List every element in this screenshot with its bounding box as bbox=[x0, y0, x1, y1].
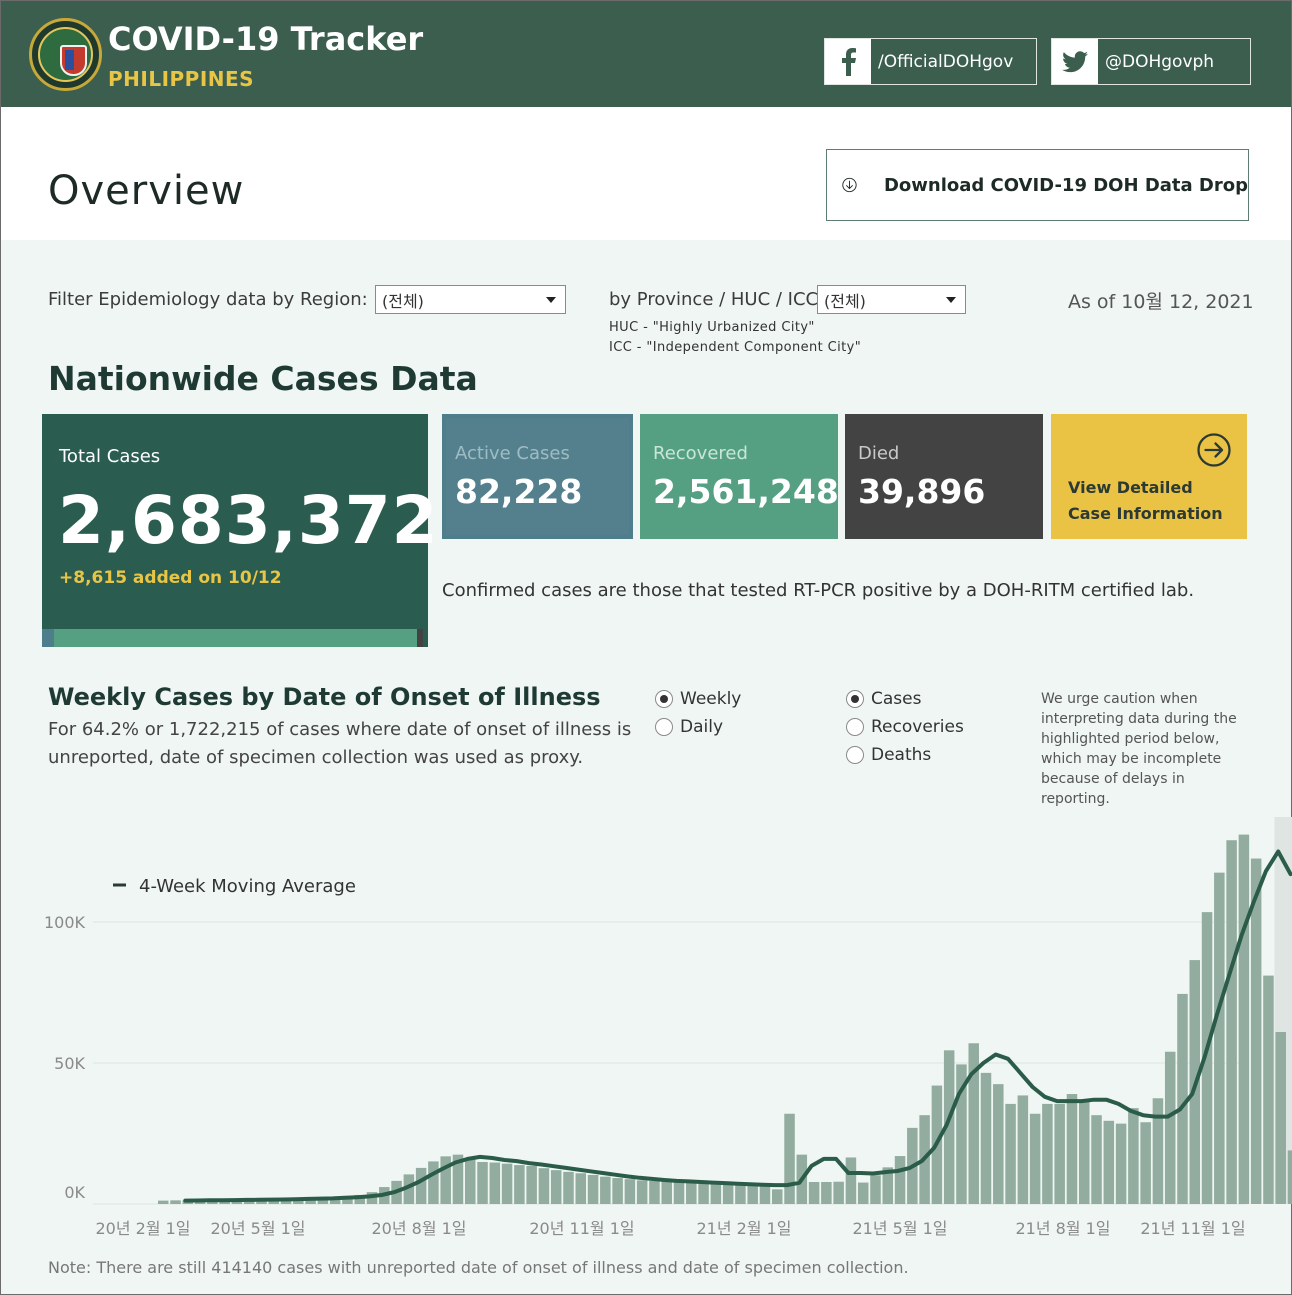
died-card: Died 39,896 bbox=[845, 414, 1043, 539]
region-select-value: (전체) bbox=[382, 291, 424, 311]
composition-bar-recovered bbox=[54, 629, 417, 647]
province-filter-label: by Province / HUC / ICC: bbox=[609, 289, 825, 310]
radio-unselected-icon bbox=[846, 718, 864, 736]
recovered-label: Recovered bbox=[653, 443, 748, 464]
region-select[interactable]: (전체) bbox=[375, 285, 566, 314]
detail-label-line2: Case Information bbox=[1068, 504, 1223, 523]
died-value: 39,896 bbox=[858, 472, 986, 511]
download-button-label: Download COVID-19 DOH Data Drop bbox=[883, 174, 1248, 196]
facebook-link[interactable]: /OfficialDOHgov bbox=[824, 38, 1037, 85]
nationwide-section-title: Nationwide Cases Data bbox=[48, 359, 478, 398]
total-cases-added: +8,615 added on 10/12 bbox=[59, 568, 282, 588]
radio-weekly-label: Weekly bbox=[680, 689, 742, 709]
active-cases-value: 82,228 bbox=[455, 472, 583, 511]
radio-weekly[interactable]: Weekly bbox=[655, 689, 741, 709]
radio-cases-label: Cases bbox=[871, 689, 922, 709]
as-of-date: As of 10월 12, 2021 bbox=[1068, 291, 1254, 313]
weekly-chart-description: For 64.2% or 1,722,215 of cases where da… bbox=[48, 719, 632, 768]
chart-footnote: Note: There are still 414140 cases with … bbox=[48, 1258, 909, 1277]
twitter-link[interactable]: @DOHgovph bbox=[1051, 38, 1251, 85]
radio-deaths[interactable]: Deaths bbox=[846, 745, 931, 765]
radio-recoveries-label: Recoveries bbox=[871, 717, 964, 737]
province-select[interactable]: (전체) bbox=[817, 285, 966, 314]
site-header: COVID-19 Tracker PHILIPPINES /OfficialDO… bbox=[1, 1, 1291, 107]
site-subtitle: PHILIPPINES bbox=[108, 67, 255, 91]
overview-title: Overview bbox=[48, 168, 245, 214]
doh-seal-logo bbox=[29, 18, 102, 91]
facebook-handle: /OfficialDOHgov bbox=[878, 51, 1014, 72]
dropdown-caret-icon bbox=[546, 297, 556, 303]
twitter-icon bbox=[1052, 39, 1098, 84]
download-circle-arrow-icon bbox=[842, 177, 857, 193]
active-cases-card: Active Cases 82,228 bbox=[442, 414, 633, 539]
radio-cases[interactable]: Cases bbox=[846, 689, 921, 709]
download-data-drop-button[interactable]: Download COVID-19 DOH Data Drop bbox=[826, 149, 1249, 221]
dropdown-caret-icon bbox=[946, 297, 956, 303]
active-cases-label: Active Cases bbox=[455, 443, 570, 464]
site-title: COVID-19 Tracker bbox=[108, 20, 424, 58]
caution-note: We urge caution when interpreting data d… bbox=[1041, 691, 1237, 807]
radio-selected-icon bbox=[846, 690, 864, 708]
radio-unselected-icon bbox=[846, 746, 864, 764]
weekly-chart-title: Weekly Cases by Date of Onset of Illness bbox=[48, 683, 601, 711]
died-label: Died bbox=[858, 443, 900, 464]
composition-bar-died bbox=[417, 629, 423, 647]
province-select-value: (전체) bbox=[824, 291, 866, 311]
radio-deaths-label: Deaths bbox=[871, 745, 932, 765]
radio-unselected-icon bbox=[655, 718, 673, 736]
detail-label-line1: View Detailed bbox=[1068, 478, 1193, 497]
total-cases-value: 2,683,372 bbox=[58, 482, 439, 559]
composition-bar-active bbox=[42, 629, 54, 647]
twitter-handle: @DOHgovph bbox=[1105, 51, 1215, 72]
huc-definition: HUC - "Highly Urbanized City" bbox=[609, 320, 815, 335]
arrow-right-circle-icon bbox=[1197, 433, 1231, 467]
icc-definition: ICC - "Independent Component City" bbox=[609, 340, 862, 355]
total-cases-card: Total Cases 2,683,372 +8,615 added on 10… bbox=[42, 414, 438, 647]
radio-daily[interactable]: Daily bbox=[655, 717, 723, 737]
radio-selected-icon bbox=[655, 690, 673, 708]
view-detailed-case-info-button[interactable]: View Detailed Case Information bbox=[1051, 414, 1247, 539]
region-filter-label: Filter Epidemiology data by Region: bbox=[48, 289, 368, 310]
total-cases-label: Total Cases bbox=[59, 446, 161, 467]
radio-recoveries[interactable]: Recoveries bbox=[846, 717, 964, 737]
facebook-icon bbox=[825, 39, 871, 84]
recovered-card: Recovered 2,561,248 bbox=[640, 414, 839, 539]
radio-daily-label: Daily bbox=[680, 717, 724, 737]
recovered-value: 2,561,248 bbox=[653, 472, 839, 511]
confirmed-cases-note: Confirmed cases are those that tested RT… bbox=[442, 580, 1195, 601]
